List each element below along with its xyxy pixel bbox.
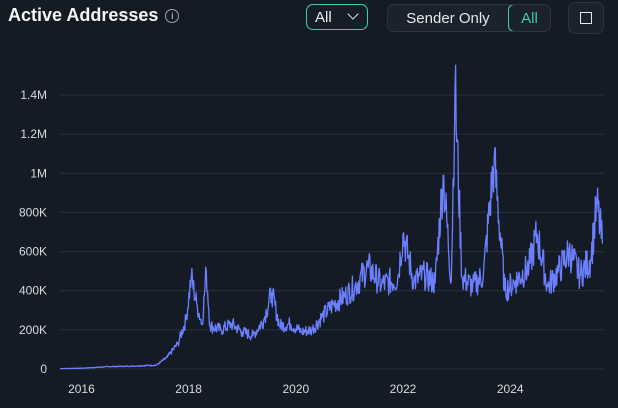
toggle-sender-only[interactable]: Sender Only — [406, 9, 490, 27]
x-tick-label: 2018 — [175, 382, 202, 396]
filter-dropdown[interactable]: All — [306, 4, 368, 30]
x-tick-label: 2022 — [390, 382, 417, 396]
y-tick-label: 600K — [19, 245, 47, 259]
y-tick-label: 0 — [40, 362, 47, 376]
x-tick-label: 2016 — [68, 382, 95, 396]
y-tick-label: 800K — [19, 205, 47, 219]
chart-title-text: Active Addresses — [8, 5, 159, 25]
chart-title: Active Addresses i — [8, 5, 180, 26]
filter-dropdown-value: All — [315, 8, 332, 26]
y-tick-label: 1.2M — [20, 127, 47, 141]
x-tick-label: 2020 — [282, 382, 309, 396]
toggle-all[interactable]: All — [508, 5, 550, 31]
y-tick-label: 400K — [19, 284, 47, 298]
y-tick-label: 200K — [19, 323, 47, 337]
address-type-toggle[interactable]: Sender Only All — [387, 4, 551, 32]
info-icon[interactable]: i — [165, 8, 180, 23]
expand-button[interactable] — [568, 2, 604, 34]
series-line — [59, 64, 604, 370]
expand-icon — [580, 12, 586, 18]
x-tick-label: 2024 — [497, 382, 524, 396]
y-tick-label: 1M — [30, 166, 47, 180]
y-tick-label: 1.4M — [20, 88, 47, 102]
